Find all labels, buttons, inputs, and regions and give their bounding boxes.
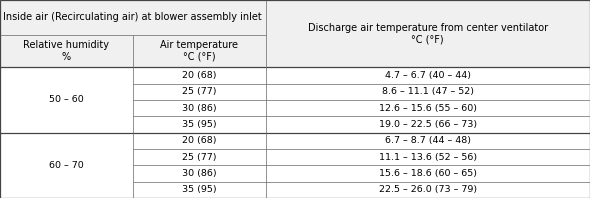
Bar (266, 182, 590, 198)
Text: 11.1 – 13.6 (52 – 56): 11.1 – 13.6 (52 – 56) (379, 153, 477, 162)
Text: 25 (77): 25 (77) (182, 153, 217, 162)
Text: 22.5 – 26.0 (73 – 79): 22.5 – 26.0 (73 – 79) (379, 185, 477, 194)
Text: 8.6 – 11.1 (47 – 52): 8.6 – 11.1 (47 – 52) (382, 87, 474, 96)
Bar (133, 182, 266, 198)
Bar (0, 67, 133, 133)
Text: 20 (68): 20 (68) (182, 71, 217, 80)
Text: 20 (68): 20 (68) (182, 136, 217, 145)
Bar (0, 133, 133, 198)
Text: 25 (77): 25 (77) (182, 87, 217, 96)
Bar (266, 67, 590, 84)
Text: 6.7 – 8.7 (44 – 48): 6.7 – 8.7 (44 – 48) (385, 136, 471, 145)
Bar (266, 100, 590, 116)
Bar (266, 84, 590, 100)
Bar (0, 0, 266, 35)
Bar (133, 100, 266, 116)
Text: 35 (95): 35 (95) (182, 185, 217, 194)
Text: Inside air (Recirculating air) at blower assembly inlet: Inside air (Recirculating air) at blower… (4, 12, 262, 22)
Text: 12.6 – 15.6 (55 – 60): 12.6 – 15.6 (55 – 60) (379, 104, 477, 113)
Bar (133, 116, 266, 133)
Text: Air temperature
°C (°F): Air temperature °C (°F) (160, 40, 238, 62)
Text: 50 – 60: 50 – 60 (49, 95, 84, 105)
Bar (266, 149, 590, 165)
Text: 15.6 – 18.6 (60 – 65): 15.6 – 18.6 (60 – 65) (379, 169, 477, 178)
Text: Discharge air temperature from center ventilator
°C (°F): Discharge air temperature from center ve… (308, 23, 548, 45)
Bar (133, 67, 266, 84)
Bar (133, 133, 266, 149)
Bar (266, 116, 590, 133)
Text: 60 – 70: 60 – 70 (49, 161, 84, 170)
Text: 35 (95): 35 (95) (182, 120, 217, 129)
Bar (133, 165, 266, 182)
Text: 30 (86): 30 (86) (182, 104, 217, 113)
Bar (0, 35, 133, 67)
Bar (133, 35, 266, 67)
Bar (133, 84, 266, 100)
Text: 30 (86): 30 (86) (182, 169, 217, 178)
Bar (266, 0, 590, 67)
Text: 19.0 – 22.5 (66 – 73): 19.0 – 22.5 (66 – 73) (379, 120, 477, 129)
Bar (133, 149, 266, 165)
Text: Relative humidity
%: Relative humidity % (24, 40, 109, 62)
Text: 4.7 – 6.7 (40 – 44): 4.7 – 6.7 (40 – 44) (385, 71, 471, 80)
Bar (266, 133, 590, 149)
Bar (266, 165, 590, 182)
